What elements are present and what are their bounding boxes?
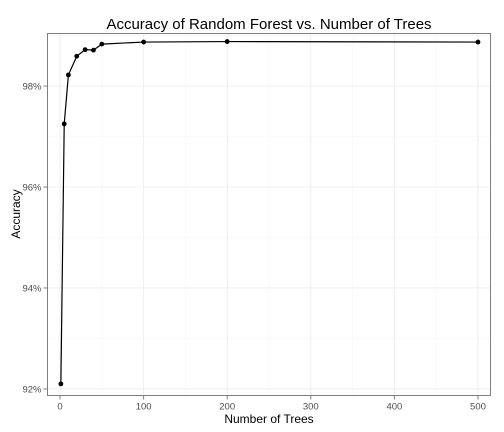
y-tick-label: 92% [22,384,42,395]
plot-panel [47,33,491,396]
data-point [58,381,64,387]
x-tick-label: 200 [219,402,235,413]
x-tick-label: 100 [136,402,152,413]
grid-lines [47,33,491,396]
x-tick-label: 400 [386,402,402,413]
data-point [82,47,88,53]
y-tick-label: 94% [22,283,42,294]
axis-layer: 0 100 200 300 400 500 92% 94% 96% 98% [22,82,485,413]
data-point [224,39,230,44]
y-axis-title: Accuracy [9,189,23,238]
series-layer [58,39,481,387]
x-tick-label: 0 [57,402,62,413]
series-line [60,40,478,384]
chart-title: Accuracy of Random Forest vs. Number of … [106,16,431,33]
y-tick-label: 96% [22,182,42,193]
data-point [74,53,80,59]
data-point [91,47,96,53]
x-axis-title: Number of Trees [224,412,313,426]
data-point [61,121,67,127]
data-point [475,39,481,45]
data-point [141,39,147,45]
x-tick-label: 300 [303,402,319,413]
y-tick-label: 98% [22,82,42,93]
data-point [99,41,105,47]
data-point [65,72,71,78]
x-tick-label: 500 [470,402,486,413]
